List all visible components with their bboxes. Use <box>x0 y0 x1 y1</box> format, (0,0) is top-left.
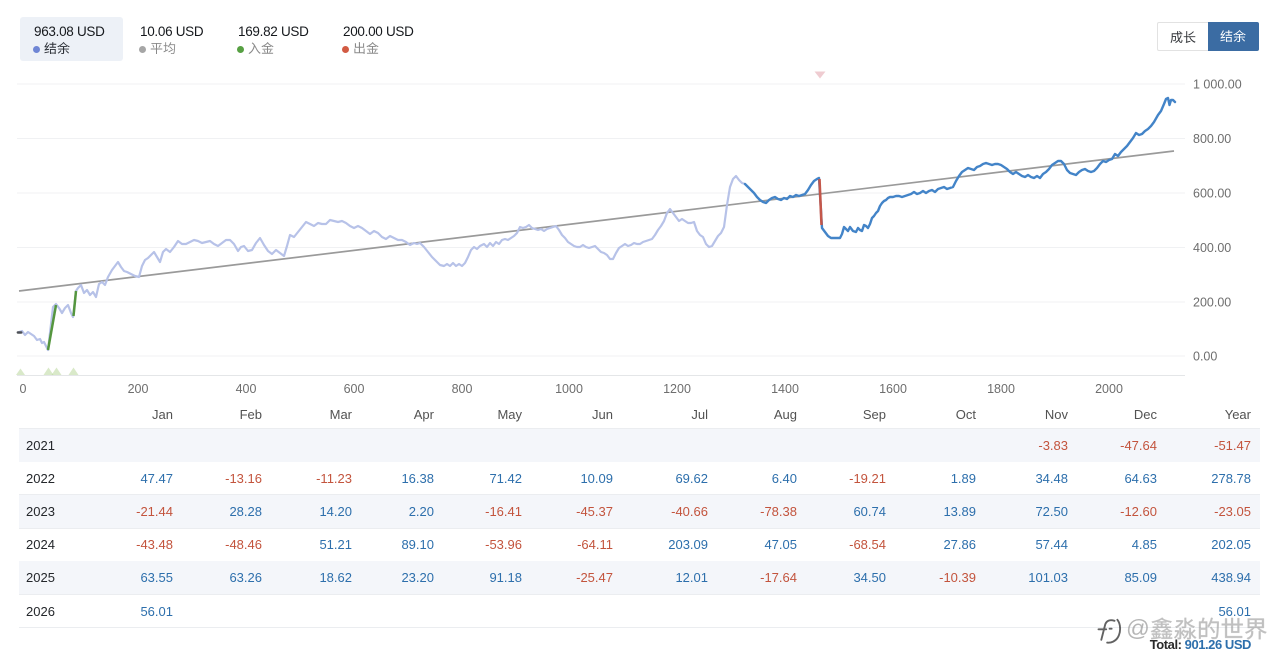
svg-text:2000: 2000 <box>1095 382 1123 396</box>
svg-text:800: 800 <box>452 382 473 396</box>
svg-text:1800: 1800 <box>987 382 1015 396</box>
svg-text:200.00: 200.00 <box>1193 296 1231 310</box>
svg-text:1200: 1200 <box>663 382 691 396</box>
svg-text:1000: 1000 <box>555 382 583 396</box>
svg-text:1400: 1400 <box>771 382 799 396</box>
svg-text:400: 400 <box>236 382 257 396</box>
svg-text:0.00: 0.00 <box>1193 350 1217 364</box>
svg-text:0: 0 <box>20 382 27 396</box>
svg-text:800.00: 800.00 <box>1193 132 1231 146</box>
svg-text:400.00: 400.00 <box>1193 241 1231 255</box>
svg-text:@: @ <box>1126 615 1150 641</box>
svg-text:1 000.00: 1 000.00 <box>1193 78 1242 92</box>
svg-text:600: 600 <box>344 382 365 396</box>
svg-text:200: 200 <box>128 382 149 396</box>
svg-text:600.00: 600.00 <box>1193 187 1231 201</box>
svg-text:1600: 1600 <box>879 382 907 396</box>
